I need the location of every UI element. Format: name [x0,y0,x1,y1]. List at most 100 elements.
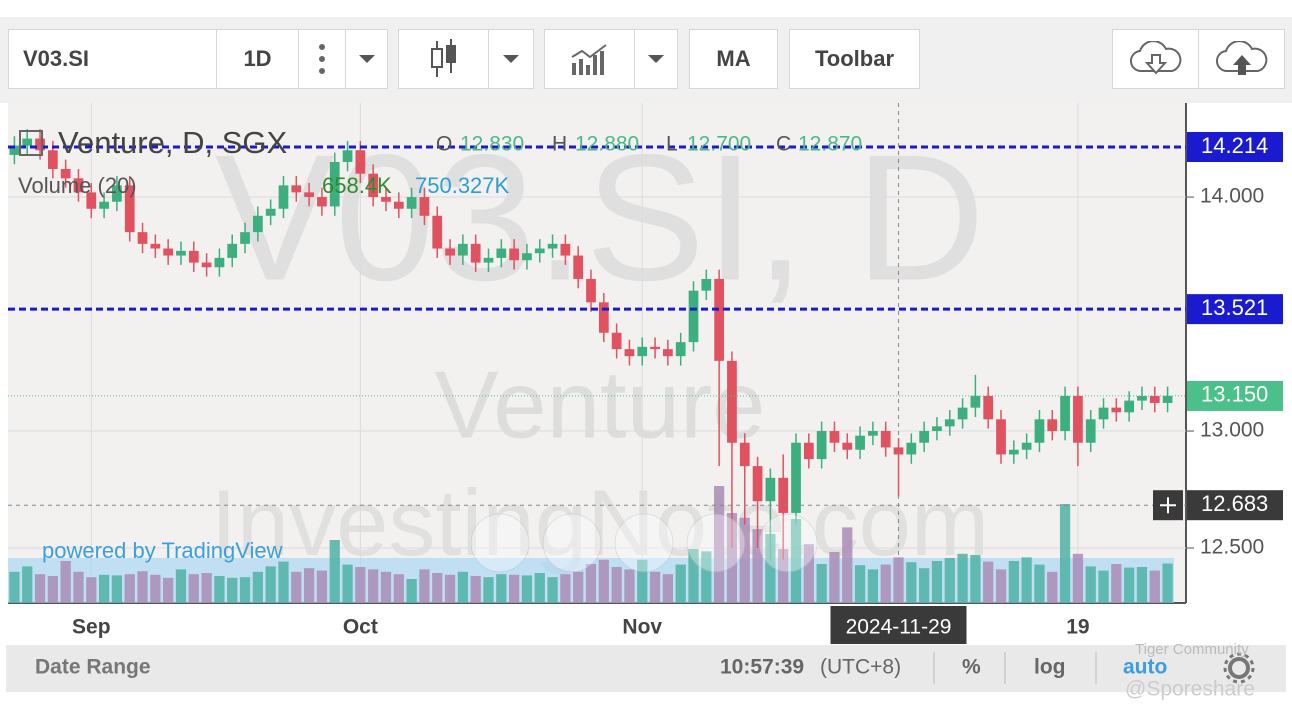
volume-bar [611,567,622,603]
chart-layer [8,103,1194,603]
date-range[interactable]: Date Range [35,656,151,679]
candle-body [522,253,532,261]
candle-body [381,197,391,202]
watermark-site: InvestingNote.com [211,470,989,575]
crosshair-price-label: 12.683 [1201,491,1268,516]
candle-body [265,208,276,216]
candle-body [329,161,340,207]
log-toggle[interactable]: log [1034,656,1066,679]
volume-bar [291,571,302,603]
volume-bar [521,575,533,603]
volume-bar [573,571,584,603]
volume-bar [714,486,725,603]
candle-body [35,138,45,151]
candle-body [996,419,1006,455]
caret-icon [358,55,375,63]
candle-body [714,278,725,361]
candle-body [906,442,917,455]
download-button[interactable] [1112,29,1199,89]
volume-bar [983,561,994,603]
volume-bar [893,557,904,603]
candle-body [368,173,379,198]
candle-body [1034,419,1045,443]
nav-button [542,513,602,573]
candle-body [1008,449,1019,455]
ma-button[interactable]: MA [689,29,778,89]
watermark-name: Venture [435,351,766,458]
candle-body [112,185,122,202]
volume-bar [790,519,802,603]
crosshair-date-box [830,606,967,644]
symbol-button[interactable]: V03.SI [8,29,217,89]
caret-icon [503,55,519,63]
auto-toggle[interactable]: auto [1123,656,1167,679]
candle-body [470,243,481,263]
x-tick-label: Oct [343,616,378,639]
crosshair-price-box [1187,490,1283,521]
chart-title: Venture, D, SGX [58,125,287,160]
volume-bar [944,558,955,603]
volume-bar [957,553,968,603]
percent-toggle[interactable]: % [962,656,981,679]
volume-bar [1162,563,1173,603]
x-tick-label: 19 [1066,616,1089,639]
volume-last: 658.4K [322,173,392,198]
candle-body [944,419,955,427]
candle-body [1137,395,1147,401]
candle-body [919,431,930,443]
timezone[interactable]: (UTC+8) [820,656,901,679]
candle-body [73,178,84,193]
dropdown-button[interactable] [345,29,388,89]
candle-body [842,442,853,450]
candle-body [291,185,302,193]
volume-bar [995,569,1007,603]
legend-h: H [552,133,567,156]
candle-body [611,332,622,350]
legend-open: 12.830 [460,133,524,156]
candle-body [983,395,994,420]
price-line-box [1187,294,1283,325]
volume-bar [508,574,520,603]
candle-body [432,215,443,249]
candle-icon [430,39,456,77]
chart-type-dropdown[interactable] [488,29,534,89]
volume-bar [368,569,379,603]
candle-body [1098,407,1109,420]
candle-body [560,243,571,256]
indicators-dropdown[interactable] [634,29,678,89]
candle-body [496,248,507,258]
candle-body [586,278,596,303]
volume-bar [496,574,507,603]
candle-body [214,257,225,268]
candle-body [317,197,327,207]
volume-bar [752,529,763,603]
legend-low: 12.700 [687,133,751,156]
candle-body [752,466,763,502]
volume-bar [265,566,276,603]
last-price-label: 13.150 [1201,382,1268,407]
volume-bar [201,573,212,603]
volume-bar [675,564,686,603]
volume-bar [637,559,648,603]
candle-body [99,201,109,209]
candle-body [739,442,750,467]
volume-bar [662,574,674,603]
collapse-icon[interactable] [19,130,43,156]
candle-body [227,243,238,258]
more-button[interactable] [298,29,346,89]
settings-icon[interactable] [1223,652,1255,684]
upload-button[interactable] [1198,29,1285,89]
volume-bar [316,570,328,603]
candle-body [1073,395,1083,443]
volume-bar [98,574,110,603]
candle-body [9,145,20,155]
legend-l: L [666,133,678,156]
volume-bar [432,573,443,603]
toolbar-button[interactable]: Toolbar [789,29,920,89]
candle-body [727,360,737,443]
candle-body [457,243,468,256]
chart-type-button[interactable] [398,29,489,89]
volume-bar [9,571,20,603]
y-tick-label: 12.500 [1200,536,1264,559]
